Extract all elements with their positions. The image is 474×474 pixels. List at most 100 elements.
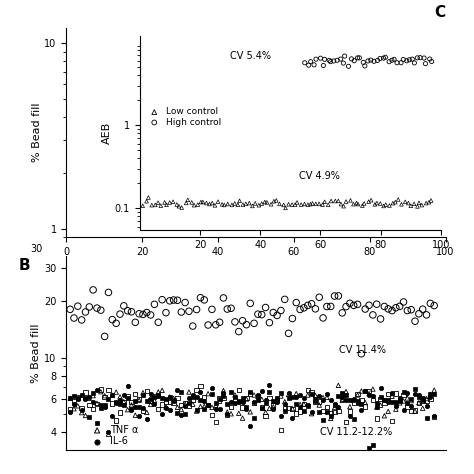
Point	[170, 296, 177, 304]
Point	[353, 199, 360, 207]
Point	[304, 201, 312, 209]
Point	[292, 299, 300, 306]
Point	[166, 297, 173, 305]
Point	[246, 388, 254, 395]
Point	[223, 305, 231, 313]
Point	[158, 410, 166, 418]
Point	[194, 201, 201, 209]
Point	[136, 395, 143, 403]
Point	[85, 393, 93, 401]
Point	[185, 308, 193, 315]
Point	[204, 401, 212, 409]
Point	[82, 394, 89, 402]
Point	[85, 303, 93, 311]
Point	[151, 397, 158, 404]
Point	[405, 199, 412, 207]
Point	[93, 401, 101, 408]
Text: B: B	[19, 258, 31, 273]
Point	[116, 310, 124, 318]
Point	[350, 57, 358, 64]
Point	[239, 317, 246, 325]
Point	[197, 388, 204, 396]
Point	[342, 303, 350, 310]
Point	[182, 299, 189, 306]
Point	[173, 201, 181, 208]
Point	[250, 319, 258, 327]
Point	[85, 401, 93, 409]
Point	[112, 388, 120, 396]
Point	[66, 406, 74, 413]
Point	[377, 393, 384, 401]
Point	[267, 201, 275, 208]
Point	[147, 395, 155, 403]
Point	[324, 201, 332, 209]
Point	[401, 198, 409, 206]
Point	[66, 394, 74, 402]
Point	[143, 387, 151, 394]
Point	[354, 200, 362, 208]
Point	[388, 307, 396, 314]
Point	[228, 398, 235, 406]
Point	[338, 397, 346, 404]
Point	[265, 405, 273, 412]
Point	[212, 401, 219, 409]
Point	[246, 408, 254, 416]
Point	[74, 302, 82, 310]
Point	[285, 389, 292, 397]
Point	[212, 418, 219, 426]
Point	[208, 390, 216, 398]
Point	[143, 409, 151, 416]
Point	[330, 57, 337, 65]
Y-axis label: AEB: AEB	[102, 122, 112, 144]
Point	[224, 200, 231, 208]
Point	[185, 394, 193, 402]
Point	[162, 309, 170, 317]
Point	[143, 415, 151, 422]
Point	[243, 394, 250, 401]
Point	[250, 399, 258, 407]
Point	[199, 198, 207, 206]
Point	[407, 306, 415, 313]
Point	[427, 395, 434, 402]
Point	[282, 204, 289, 212]
Point	[219, 392, 227, 400]
Point	[376, 55, 384, 62]
Point	[246, 422, 254, 430]
Point	[101, 401, 109, 409]
Point	[145, 194, 152, 201]
Point	[307, 58, 314, 65]
Point	[331, 408, 338, 416]
Point	[388, 417, 396, 425]
Point	[239, 398, 246, 406]
Point	[246, 200, 253, 207]
Point	[381, 412, 388, 419]
Point	[357, 387, 365, 395]
Point	[219, 387, 227, 394]
Point	[396, 397, 403, 404]
Point	[139, 404, 147, 412]
Point	[105, 428, 112, 436]
Point	[250, 414, 258, 422]
Point	[182, 401, 189, 408]
Point	[82, 389, 89, 396]
Point	[292, 401, 300, 408]
Point	[369, 442, 377, 449]
Point	[365, 390, 373, 397]
Text: CV 11.4%: CV 11.4%	[339, 345, 386, 355]
Point	[273, 197, 280, 204]
Point	[82, 308, 89, 316]
Point	[212, 405, 219, 413]
Point	[124, 406, 131, 413]
Point	[430, 413, 438, 421]
Point	[339, 59, 347, 67]
Point	[147, 397, 155, 404]
Point	[166, 393, 173, 401]
Point	[323, 303, 331, 310]
Text: CV 11.2-12.2%: CV 11.2-12.2%	[320, 427, 392, 437]
Point	[327, 415, 335, 422]
Point	[139, 310, 147, 318]
Point	[281, 404, 289, 412]
Point	[430, 412, 438, 420]
Point	[166, 399, 173, 406]
Point	[389, 200, 397, 207]
